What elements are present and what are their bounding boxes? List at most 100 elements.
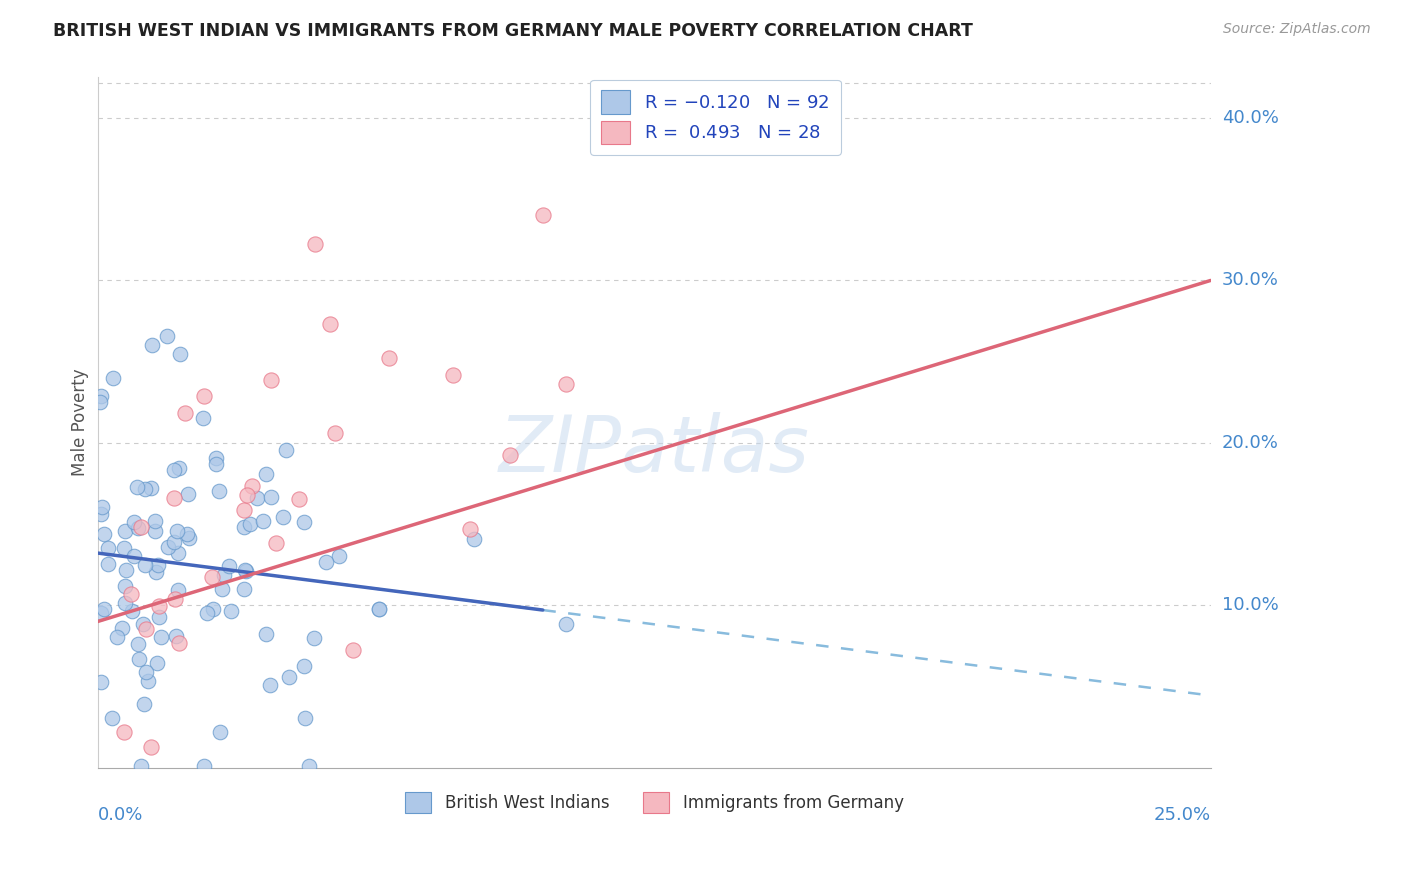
Point xyxy=(218,559,240,574)
Point xyxy=(458,522,481,536)
Point xyxy=(163,491,186,505)
Point xyxy=(205,458,228,472)
Point xyxy=(302,631,325,645)
Point xyxy=(136,673,159,688)
Point xyxy=(101,711,124,725)
Point xyxy=(259,678,281,692)
Point xyxy=(378,351,401,366)
Point xyxy=(166,546,188,560)
Point xyxy=(233,563,256,577)
Point xyxy=(120,587,142,601)
Point xyxy=(134,482,156,496)
Point xyxy=(165,591,187,606)
Text: Source: ZipAtlas.com: Source: ZipAtlas.com xyxy=(1223,22,1371,37)
Point xyxy=(141,338,163,352)
Point xyxy=(246,491,269,505)
Point xyxy=(146,558,169,572)
Point xyxy=(211,582,233,596)
Point xyxy=(149,630,172,644)
Text: 20.0%: 20.0% xyxy=(1222,434,1278,452)
Point xyxy=(114,578,136,592)
Point xyxy=(315,555,337,569)
Point xyxy=(287,491,309,506)
Point xyxy=(328,549,350,563)
Point xyxy=(323,426,346,441)
Point xyxy=(240,479,263,493)
Point xyxy=(162,463,184,477)
Point xyxy=(499,448,522,462)
Point xyxy=(135,665,157,680)
Point xyxy=(169,461,191,475)
Point xyxy=(127,521,149,535)
Point xyxy=(90,500,112,515)
Point xyxy=(145,656,167,670)
Point xyxy=(96,557,118,571)
Point xyxy=(145,565,167,579)
Point xyxy=(155,328,177,343)
Point xyxy=(298,759,321,773)
Point xyxy=(90,507,112,521)
Point xyxy=(236,488,259,502)
Point xyxy=(148,599,170,613)
Point xyxy=(195,607,218,621)
Point xyxy=(132,617,155,632)
Point xyxy=(367,602,389,616)
Point xyxy=(342,643,364,657)
Point xyxy=(93,527,115,541)
Point xyxy=(163,534,186,549)
Point xyxy=(139,739,162,754)
Point xyxy=(143,514,166,528)
Point xyxy=(554,616,576,631)
Point xyxy=(101,370,124,384)
Point xyxy=(205,451,228,466)
Point xyxy=(277,670,299,684)
Point xyxy=(233,582,256,597)
Point xyxy=(93,602,115,616)
Point xyxy=(127,637,149,651)
Point xyxy=(89,395,111,409)
Point xyxy=(111,621,134,635)
Point xyxy=(90,675,112,690)
Point xyxy=(193,759,215,773)
Point xyxy=(148,609,170,624)
Point xyxy=(254,627,277,641)
Point xyxy=(134,698,156,712)
Point xyxy=(207,483,229,498)
Point xyxy=(252,514,274,528)
Text: 25.0%: 25.0% xyxy=(1153,805,1211,823)
Text: 30.0%: 30.0% xyxy=(1222,271,1278,290)
Point xyxy=(319,317,342,331)
Point xyxy=(176,526,198,541)
Point xyxy=(304,237,326,252)
Point xyxy=(173,406,195,420)
Point xyxy=(193,389,215,403)
Legend: British West Indians, Immigrants from Germany: British West Indians, Immigrants from Ge… xyxy=(398,785,910,820)
Point xyxy=(143,524,166,538)
Point xyxy=(166,582,188,597)
Point xyxy=(264,536,287,550)
Point xyxy=(90,606,112,620)
Point xyxy=(90,389,112,403)
Point xyxy=(554,377,576,392)
Point xyxy=(259,373,281,387)
Text: BRITISH WEST INDIAN VS IMMIGRANTS FROM GERMANY MALE POVERTY CORRELATION CHART: BRITISH WEST INDIAN VS IMMIGRANTS FROM G… xyxy=(53,22,973,40)
Point xyxy=(177,487,200,501)
Point xyxy=(179,532,201,546)
Point xyxy=(201,570,224,584)
Text: 0.0%: 0.0% xyxy=(97,805,143,823)
Point xyxy=(114,596,136,610)
Point xyxy=(368,602,391,616)
Point xyxy=(260,491,283,505)
Point xyxy=(193,410,215,425)
Point xyxy=(112,541,135,555)
Point xyxy=(531,209,554,223)
Point xyxy=(441,368,464,383)
Y-axis label: Male Poverty: Male Poverty xyxy=(72,368,89,476)
Point xyxy=(112,725,135,739)
Point xyxy=(212,568,235,582)
Text: ZIPatlas: ZIPatlas xyxy=(499,412,810,488)
Point xyxy=(114,563,136,577)
Point xyxy=(135,622,157,636)
Point xyxy=(165,629,187,643)
Point xyxy=(201,602,224,616)
